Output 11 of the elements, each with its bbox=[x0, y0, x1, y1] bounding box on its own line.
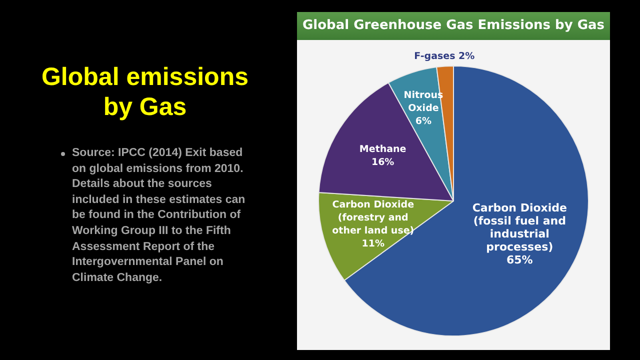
text: Source: IPCC (2014) Exit based on global emissions from 2010. Details about the sources included in these estimates can be found in the Contribution of Working Group III to the Fifth Assessment Report of the Intergovernmental Panel on Climate Change. bbox=[72, 147, 246, 284]
slice-label: Methane bbox=[359, 144, 406, 156]
slice-label: Carbon Dioxide (forestry and other land use) bbox=[332, 199, 414, 236]
data-label: 65% bbox=[506, 254, 533, 267]
slice-label: F-gases 2% bbox=[414, 50, 476, 62]
slice-label: Carbon Dioxide (fossil fuel and industrial processes) bbox=[472, 202, 567, 254]
data-label: 6% bbox=[415, 116, 432, 128]
data-label: 11% bbox=[362, 238, 385, 250]
data-label: 16% bbox=[371, 157, 395, 168]
text: Global emissions by Gas bbox=[40, 62, 250, 122]
chart-subtitle: Global Greenhouse Gas Emissions by Gas bbox=[297, 12, 610, 40]
